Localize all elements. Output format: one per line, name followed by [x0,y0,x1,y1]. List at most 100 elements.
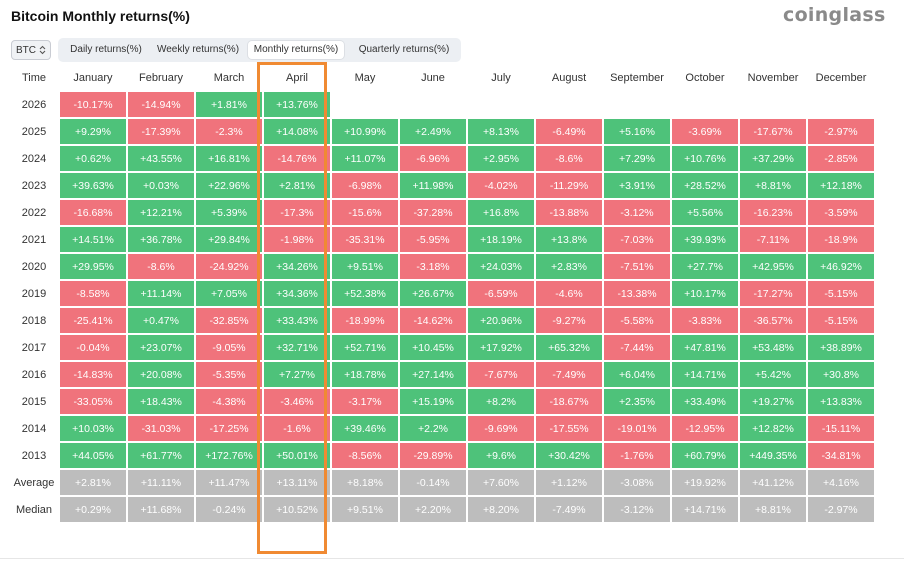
return-cell: -6.98% [332,173,398,198]
return-cell: +65.32% [536,335,602,360]
return-cell: -11.29% [536,173,602,198]
row-label: 2026 [21,98,47,111]
row-label: Average [13,476,55,489]
return-cell: +30.42% [536,443,602,468]
return-cell: -19.01% [604,416,670,441]
return-cell: +0.29% [60,497,126,522]
return-cell: +39.63% [60,173,126,198]
return-cell: +9.51% [332,254,398,279]
return-cell: +3.91% [604,173,670,198]
return-cell: -7.03% [604,227,670,252]
return-cell: +10.03% [60,416,126,441]
return-cell: -17.39% [128,119,194,144]
return-cell: +8.20% [468,497,534,522]
return-cell: +26.67% [400,281,466,306]
tab-monthly-returns[interactable]: Monthly returns(%) [248,41,344,59]
return-cell: -7.49% [536,497,602,522]
return-cell: +16.81% [196,146,262,171]
return-cell: +27.7% [672,254,738,279]
return-cell: +42.95% [740,254,806,279]
return-cell: +2.2% [400,416,466,441]
return-cell: +8.13% [468,119,534,144]
return-cell: -16.68% [60,200,126,225]
return-cell: -1.6% [264,416,330,441]
column-header-march: March [213,72,245,84]
column-header-december: December [815,72,867,84]
return-cell: +29.84% [196,227,262,252]
return-cell: -35.31% [332,227,398,252]
return-cell: +39.46% [332,416,398,441]
return-cell: +0.62% [60,146,126,171]
table-row: 2017 -0.04% +23.07% -9.05% +32.71% +52.71% +10… [10,335,874,360]
return-cell: +0.47% [128,308,194,333]
return-cell: +11.98% [400,173,466,198]
return-cell: +18.43% [128,389,194,414]
return-cell [400,92,466,117]
column-header-august: August [551,72,587,84]
row-label: 2017 [21,341,47,354]
return-cell: +22.96% [196,173,262,198]
return-cell: -25.41% [60,308,126,333]
table-body: 2026 -10.17% -14.94% +1.81% +13.76% 2025 +9.29… [10,92,874,522]
return-cell: -13.38% [604,281,670,306]
return-cell: +8.81% [740,173,806,198]
asset-select[interactable]: BTC [11,40,51,60]
return-cell: +20.08% [128,362,194,387]
column-header-january: January [73,72,113,84]
return-cell: +28.52% [672,173,738,198]
monthly-returns-table: Time January February March April May June July… [8,64,876,524]
row-label: 2021 [21,233,47,246]
return-cell: -3.69% [672,119,738,144]
column-header-october: October [685,72,725,84]
return-cell: -7.44% [604,335,670,360]
return-cell: +44.05% [60,443,126,468]
return-cell: +13.76% [264,92,330,117]
return-cell [536,92,602,117]
return-cell: -1.76% [604,443,670,468]
return-cell: +52.38% [332,281,398,306]
return-cell: +19.27% [740,389,806,414]
return-cell: +30.8% [808,362,874,387]
return-cell: -17.25% [196,416,262,441]
tab-daily-returns[interactable]: Daily returns(%) [70,44,142,55]
column-header-february: February [138,72,184,84]
return-cell: +11.14% [128,281,194,306]
tab-quarterly-returns[interactable]: Quarterly returns(%) [358,44,450,55]
column-header-november: November [747,72,799,84]
return-cell: +53.48% [740,335,806,360]
return-cell: +13.83% [808,389,874,414]
return-cell: +8.81% [740,497,806,522]
return-cell: +5.56% [672,200,738,225]
return-cell: +7.29% [604,146,670,171]
return-cell: -4.6% [536,281,602,306]
return-cell: -5.35% [196,362,262,387]
row-label: 2016 [21,368,47,381]
return-cell: +2.81% [60,470,126,495]
page-title: Bitcoin Monthly returns(%) [11,8,190,24]
column-header-april: April [285,72,308,84]
returns-period-tabs: Daily returns(%) Weekly returns(%) Month… [58,38,461,62]
row-label: 2014 [21,422,47,435]
tab-weekly-returns[interactable]: Weekly returns(%) [156,44,240,55]
return-cell: +14.08% [264,119,330,144]
return-cell: +10.45% [400,335,466,360]
return-cell: +61.77% [128,443,194,468]
row-label: 2022 [21,206,47,219]
return-cell [672,92,738,117]
return-cell: +1.12% [536,470,602,495]
chevron-updown-icon [39,45,46,55]
return-cell: +60.79% [672,443,738,468]
table-row: 2019 -8.58% +11.14% +7.05% +34.36% +52.38% +26… [10,281,874,306]
table-row: 2023 +39.63% +0.03% +22.96% +2.81% -6.98% +11.… [10,173,874,198]
table-row: 2024 +0.62% +43.55% +16.81% -14.76% +11.07% -6… [10,146,874,171]
column-header-september: September [610,72,664,84]
row-label: 2020 [21,260,47,273]
return-cell: +14.71% [672,362,738,387]
return-cell: +8.18% [332,470,398,495]
return-cell: -4.38% [196,389,262,414]
row-label: 2025 [21,125,47,138]
return-cell: -34.81% [808,443,874,468]
return-cell: -18.9% [808,227,874,252]
return-cell: +38.89% [808,335,874,360]
table-row: 2018 -25.41% +0.47% -32.85% +33.43% -18.99% -1… [10,308,874,333]
